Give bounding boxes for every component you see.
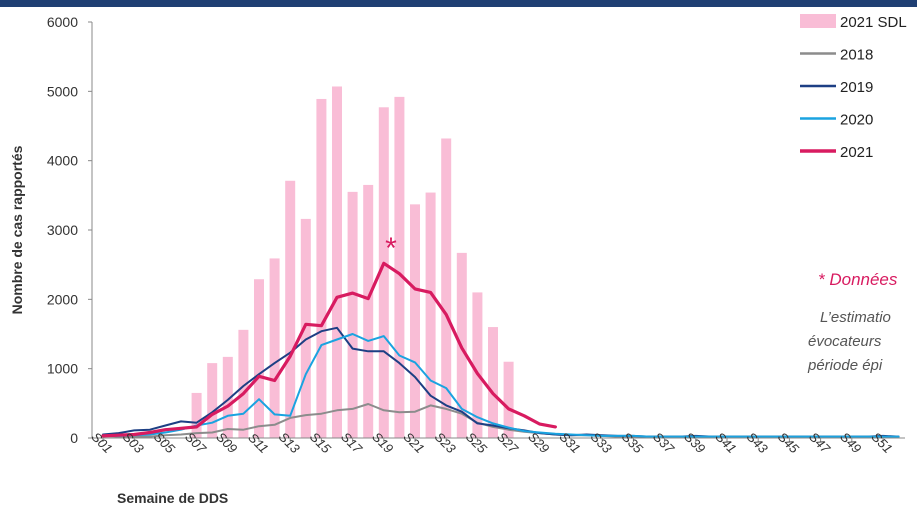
x-tick-label: S09 <box>213 429 240 456</box>
bar-S25 <box>472 292 483 438</box>
bar-S19 <box>378 107 389 438</box>
chart-legend: 2021 SDL 2018 2019 2020 2021 <box>800 14 907 161</box>
bar-S15 <box>316 98 327 439</box>
x-tick-label: S51 <box>869 429 896 456</box>
x-tick-label: S23 <box>432 429 460 457</box>
y-tick-label: 1000 <box>47 361 78 377</box>
bar-S17 <box>347 191 358 438</box>
bar-S21 <box>410 204 420 438</box>
bar-S18 <box>363 184 374 438</box>
x-tick-label: S49 <box>837 429 864 456</box>
y-tick-label: 0 <box>70 430 78 446</box>
line-series-group <box>101 261 900 438</box>
y-tick-label: 2000 <box>47 291 78 307</box>
bar-S07 <box>191 392 202 438</box>
y-tick-label: 6000 <box>47 14 78 30</box>
top-banner-strip <box>0 0 917 7</box>
bar-S23 <box>441 138 452 439</box>
x-axis-label: Semaine de DDS <box>117 490 228 506</box>
x-tick-label: S37 <box>650 429 678 457</box>
y-tick-labels: 0 1000 2000 3000 4000 5000 6000 <box>47 14 92 446</box>
bar-S22 <box>425 192 436 438</box>
legend-label-2021-sdl: 2021 SDL <box>840 14 907 31</box>
x-tick-label: S15 <box>307 429 335 457</box>
legend-label-2021: 2021 <box>840 144 873 161</box>
bar-S12 <box>269 258 280 438</box>
x-tick-label: S17 <box>338 429 366 457</box>
bar-S26 <box>488 327 498 438</box>
bar-S20 <box>394 96 405 438</box>
line-series-2021 <box>101 261 558 438</box>
legend-label-2020: 2020 <box>840 112 873 129</box>
legend-label-2019: 2019 <box>840 79 873 96</box>
x-tick-label: S39 <box>681 429 708 456</box>
peak-annotation-asterisk: * <box>385 232 397 265</box>
bar-S10 <box>238 329 249 438</box>
y-tick-label: 4000 <box>47 153 78 169</box>
bar-S27 <box>503 361 514 438</box>
x-tick-label: S35 <box>619 429 647 457</box>
line-series-2020 <box>102 333 900 438</box>
legend-swatch-2021-sdl <box>800 14 836 28</box>
bar-S14 <box>300 218 311 438</box>
x-tick-label: S25 <box>463 429 491 457</box>
x-tick-label: S27 <box>494 429 522 457</box>
x-tick-label: S19 <box>369 429 396 456</box>
bar-S16 <box>332 86 342 438</box>
note-title: * Données <box>818 270 898 289</box>
y-tick-label: 3000 <box>47 222 78 238</box>
bar-S09 <box>222 356 233 438</box>
note-line-2: évocateurs <box>808 333 882 350</box>
x-tick-label: S43 <box>744 429 772 457</box>
y-axis-label: Nombre de cas rapportés <box>9 145 25 314</box>
y-tick-label: 5000 <box>47 83 78 99</box>
note-line-1: L’estimatio <box>820 309 891 326</box>
x-tick-label: S33 <box>588 429 616 457</box>
bar-S13 <box>285 180 296 439</box>
legend-label-2018: 2018 <box>840 47 873 64</box>
note-line-3: période épi <box>807 357 883 374</box>
bar-series-2021-sdl <box>191 86 514 439</box>
x-tick-label: S21 <box>401 429 428 456</box>
x-tick-label: S13 <box>276 429 304 457</box>
x-tick-label: S45 <box>775 429 803 457</box>
line-series-2019 <box>102 326 900 438</box>
bar-S11 <box>254 279 264 438</box>
x-tick-label: S11 <box>245 430 271 456</box>
x-tick-label: S41 <box>713 429 740 456</box>
x-tick-label: S47 <box>806 429 834 457</box>
bar-S08 <box>207 363 218 438</box>
